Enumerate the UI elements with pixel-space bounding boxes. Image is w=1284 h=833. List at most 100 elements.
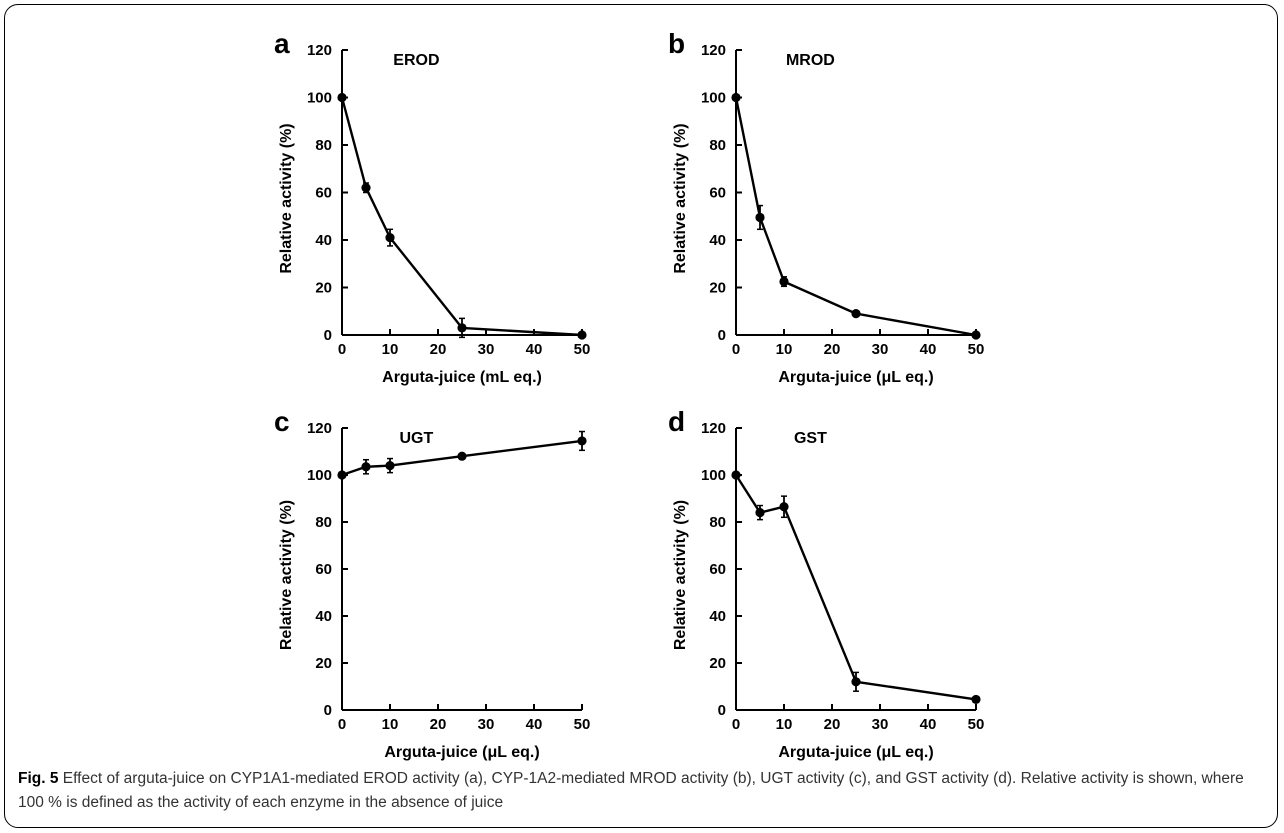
- y-tick-label: 20: [315, 280, 332, 297]
- y-tick-label: 0: [718, 702, 726, 719]
- data-point: [361, 183, 371, 193]
- data-point: [731, 470, 741, 480]
- x-tick-label: 20: [430, 716, 447, 733]
- x-tick-label: 20: [824, 716, 841, 733]
- y-tick-label: 60: [709, 185, 726, 202]
- y-tick-label: 80: [315, 514, 332, 531]
- panel-b: 0 20 40 60 80 100 120 0 10 20 30 40 50 Arguta-juice (…: [668, 28, 984, 386]
- panel-title: MROD: [786, 52, 835, 69]
- panel-title: GST: [794, 430, 827, 447]
- data-point: [755, 212, 765, 223]
- series-line: [734, 97, 977, 337]
- y-tick-label: 0: [324, 327, 332, 344]
- x-tick-label: 50: [968, 716, 985, 733]
- y-axis-label: Relative activity (%): [672, 123, 689, 273]
- y-tick-label: 100: [307, 467, 332, 484]
- panel-letter: c: [274, 406, 290, 437]
- caption-text: Effect of arguta-juice on CYP1A1-mediate…: [18, 770, 1244, 811]
- y-tick-label: 80: [709, 514, 726, 531]
- x-tick-label: 0: [338, 716, 346, 733]
- x-tick-label: 20: [430, 341, 447, 358]
- x-tick-label: 0: [338, 341, 346, 358]
- series-line: [340, 97, 583, 337]
- data-point: [457, 451, 467, 461]
- data-point: [361, 462, 371, 472]
- data-point: [457, 323, 467, 333]
- x-tick-label: 30: [478, 716, 495, 733]
- x-axis-label: Arguta-juice (mL eq.): [382, 369, 542, 386]
- y-tick-label: 0: [718, 327, 726, 344]
- y-tick-label: 20: [709, 280, 726, 297]
- x-tick-label: 40: [920, 341, 937, 358]
- y-tick-label: 0: [324, 702, 332, 719]
- x-tick-label: 50: [574, 341, 591, 358]
- panel-title: EROD: [393, 52, 439, 69]
- data-point: [337, 470, 347, 480]
- x-tick-label: 10: [382, 341, 399, 358]
- y-tick-label: 40: [709, 232, 726, 249]
- panel-letter: b: [668, 28, 685, 59]
- x-axis-label: Arguta-juice (μL eq.): [778, 744, 933, 761]
- panel-c: 0 20 40 60 80 100 120 0 10 20 30 40 50 Arguta-juice (…: [274, 406, 590, 761]
- y-tick-label: 120: [307, 42, 332, 59]
- data-point: [779, 276, 789, 287]
- y-axis-label: Relative activity (%): [278, 500, 295, 650]
- data-point: [779, 502, 789, 512]
- data-point: [851, 677, 861, 687]
- data-point: [731, 92, 741, 103]
- y-tick-label: 120: [701, 42, 726, 59]
- x-tick-label: 10: [382, 716, 399, 733]
- figure-caption: Fig. 5 Effect of arguta-juice on CYP1A1-…: [18, 767, 1268, 815]
- x-tick-label: 30: [478, 341, 495, 358]
- x-tick-label: 50: [968, 341, 985, 358]
- x-tick-label: 30: [872, 716, 889, 733]
- panel-d: 0 20 40 60 80 100 120 0 10 20 30 40 50 Arguta-juice (…: [668, 406, 984, 761]
- data-point: [385, 233, 395, 243]
- data-point: [755, 507, 765, 518]
- y-tick-label: 80: [709, 137, 726, 154]
- y-tick-label: 40: [315, 608, 332, 625]
- x-axis-label: Arguta-juice (μL eq.): [778, 369, 933, 386]
- x-tick-label: 0: [732, 341, 740, 358]
- y-tick-label: 100: [307, 90, 332, 107]
- data-point: [577, 330, 587, 340]
- data-point: [971, 694, 981, 705]
- y-tick-label: 100: [701, 90, 726, 107]
- data-point: [337, 92, 347, 103]
- y-tick-label: 60: [315, 561, 332, 578]
- y-tick-label: 40: [315, 232, 332, 249]
- panel-a: 0 20 40 60 80 100 120 0 10 20 30 40 50 Arguta-juice (…: [274, 28, 590, 386]
- panel-letter: d: [668, 406, 685, 437]
- x-tick-label: 10: [776, 341, 793, 358]
- figure-frame: [4, 4, 1278, 828]
- x-axis-label: Arguta-juice (μL eq.): [384, 744, 539, 761]
- y-tick-label: 60: [709, 561, 726, 578]
- y-tick-label: 20: [315, 655, 332, 672]
- panel-title: UGT: [400, 430, 434, 447]
- x-tick-label: 20: [824, 341, 841, 358]
- x-tick-label: 40: [526, 341, 543, 358]
- y-tick-label: 100: [701, 467, 726, 484]
- data-point: [851, 309, 861, 319]
- y-tick-label: 20: [709, 655, 726, 672]
- data-point: [385, 461, 395, 471]
- caption-label: Fig. 5: [18, 770, 59, 787]
- y-axis-label: Relative activity (%): [278, 123, 295, 273]
- x-tick-label: 30: [872, 341, 889, 358]
- x-tick-label: 0: [732, 716, 740, 733]
- y-tick-label: 80: [315, 137, 332, 154]
- y-axis-label: Relative activity (%): [672, 500, 689, 650]
- x-tick-label: 10: [776, 716, 793, 733]
- data-point: [577, 436, 587, 446]
- x-tick-label: 50: [574, 716, 591, 733]
- series-line: [734, 474, 977, 701]
- y-tick-label: 120: [701, 420, 726, 437]
- x-tick-label: 40: [526, 716, 543, 733]
- data-point: [971, 330, 981, 340]
- y-tick-label: 60: [315, 185, 332, 202]
- y-tick-label: 120: [307, 420, 332, 437]
- x-tick-label: 40: [920, 716, 937, 733]
- panel-letter: a: [274, 28, 290, 59]
- y-tick-label: 40: [709, 608, 726, 625]
